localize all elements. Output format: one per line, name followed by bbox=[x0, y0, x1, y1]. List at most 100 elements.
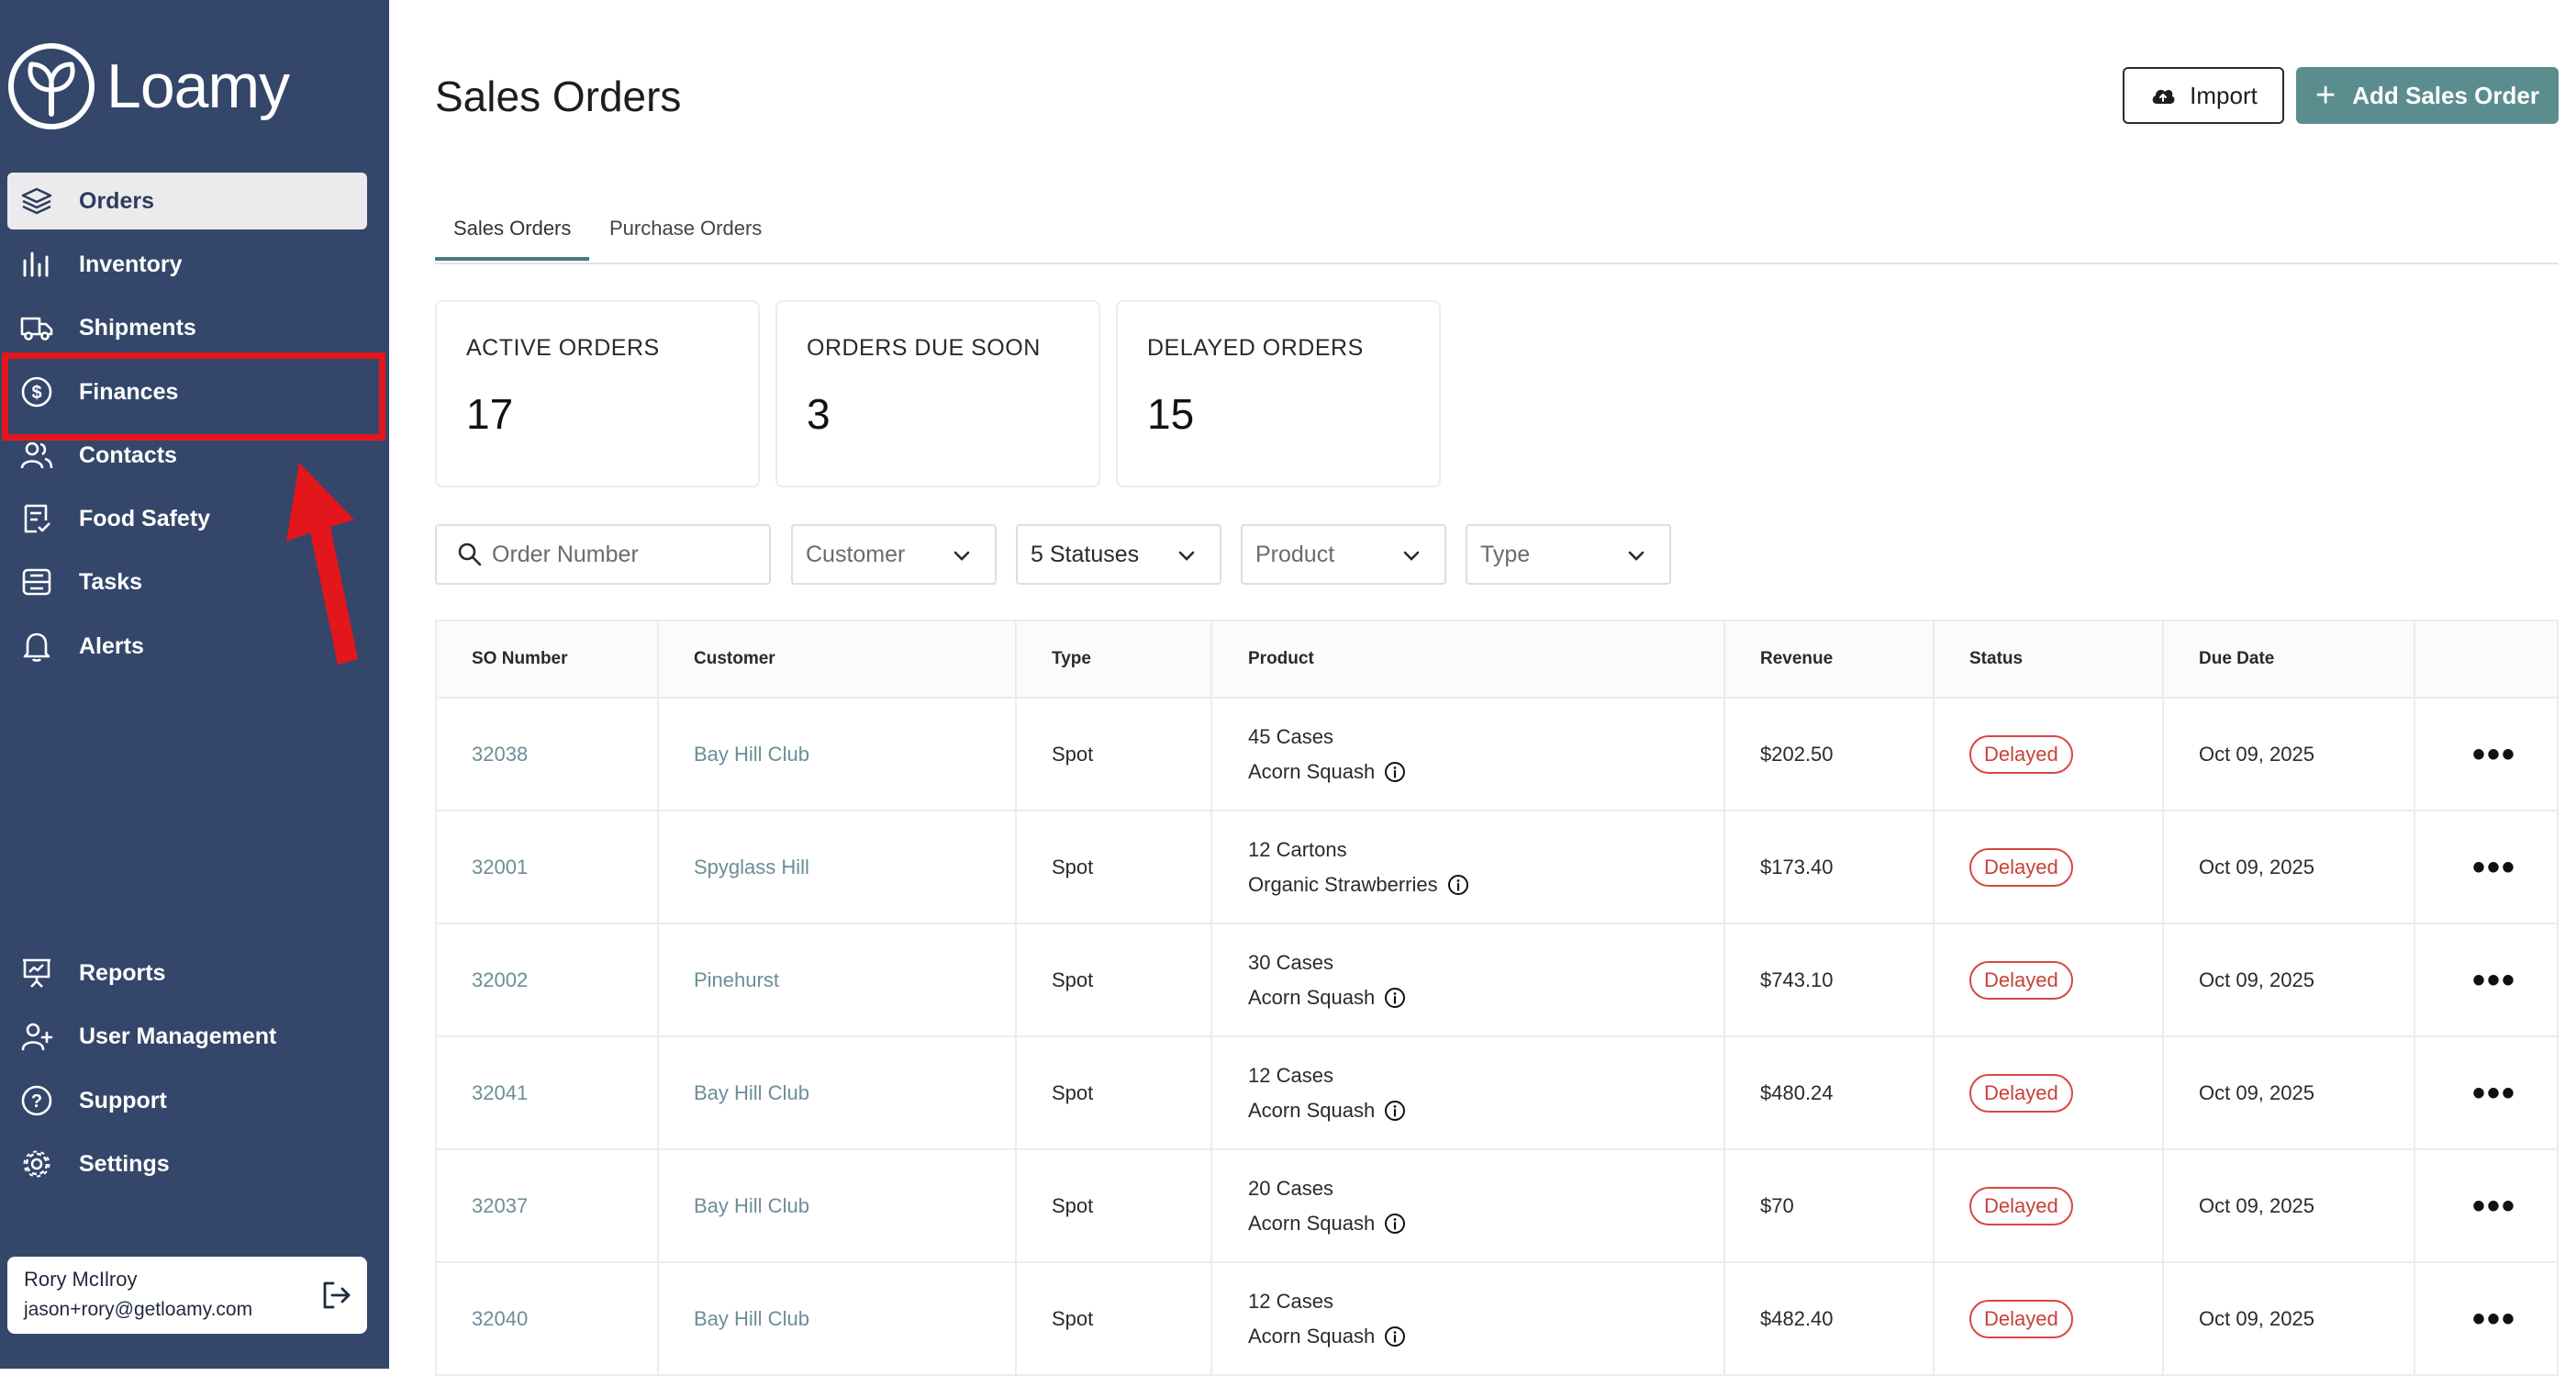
customer-link[interactable]: Bay Hill Club bbox=[694, 742, 809, 766]
more-actions-icon[interactable]: ••• bbox=[2472, 1298, 2517, 1339]
sidebar-item-user-management[interactable]: User Management bbox=[7, 1008, 367, 1065]
revenue-value: $202.50 bbox=[1760, 742, 1834, 766]
more-actions-icon[interactable]: ••• bbox=[2472, 1185, 2517, 1226]
sidebar-item-support[interactable]: ? Support bbox=[7, 1072, 367, 1129]
due-date: Oct 09, 2025 bbox=[2199, 1306, 2314, 1330]
so-number-link[interactable]: 32002 bbox=[472, 968, 529, 991]
column-header-due-date[interactable]: Due Date bbox=[2199, 649, 2275, 668]
table-row[interactable]: 32037 Bay Hill Club Spot 20 Cases Acorn Squa… bbox=[437, 1150, 2557, 1263]
product-quantity: 12 Cases bbox=[1248, 1063, 1333, 1087]
column-header-status[interactable]: Status bbox=[1969, 649, 2024, 668]
add-sales-order-button[interactable]: + Add Sales Order bbox=[2296, 67, 2559, 124]
sidebar-item-finances[interactable]: $ Finances bbox=[7, 364, 367, 420]
gear-icon bbox=[18, 1146, 55, 1182]
customer-link[interactable]: Pinehurst bbox=[694, 968, 779, 991]
sidebar-item-label: Orders bbox=[79, 187, 154, 214]
chevron-down-icon bbox=[1628, 551, 1645, 561]
sidebar-item-food-safety[interactable]: Food Safety bbox=[7, 490, 367, 547]
cloud-upload-icon bbox=[2152, 89, 2175, 104]
table-row[interactable]: 32040 Bay Hill Club Spot 12 Cases Acorn Squa… bbox=[437, 1263, 2557, 1376]
table-row[interactable]: 32038 Bay Hill Club Spot 45 Cases Acorn Squa… bbox=[437, 699, 2557, 811]
product-quantity: 12 Cases bbox=[1248, 1289, 1333, 1313]
revenue-value: $70 bbox=[1760, 1193, 1794, 1217]
info-icon[interactable] bbox=[1447, 874, 1469, 896]
status-badge: Delayed bbox=[1969, 1073, 2073, 1113]
column-header-product[interactable]: Product bbox=[1248, 649, 1314, 668]
column-header-customer[interactable]: Customer bbox=[694, 649, 775, 668]
customer-link[interactable]: Bay Hill Club bbox=[694, 1080, 809, 1104]
sidebar-item-label: Tasks bbox=[79, 568, 143, 595]
product-name: Organic Strawberries bbox=[1248, 872, 1438, 896]
customer-filter[interactable]: Customer bbox=[791, 524, 997, 585]
customer-link[interactable]: Bay Hill Club bbox=[694, 1193, 809, 1217]
type-filter-label: Type bbox=[1480, 541, 1531, 567]
sidebar-item-label: Reports bbox=[79, 959, 166, 986]
help-circle-icon: ? bbox=[18, 1082, 55, 1119]
user-email: jason+rory@getloamy.com bbox=[24, 1299, 253, 1320]
bell-icon bbox=[18, 628, 55, 665]
status-badge: Delayed bbox=[1969, 1186, 2073, 1225]
product-name: Acorn Squash bbox=[1248, 759, 1376, 783]
product-quantity: 45 Cases bbox=[1248, 724, 1333, 748]
more-actions-icon[interactable]: ••• bbox=[2472, 733, 2517, 775]
sidebar-item-inventory[interactable]: Inventory bbox=[7, 236, 367, 293]
logout-icon[interactable] bbox=[319, 1279, 352, 1312]
product-quantity: 30 Cases bbox=[1248, 950, 1333, 974]
so-number-link[interactable]: 32041 bbox=[472, 1080, 529, 1104]
import-label: Import bbox=[2190, 81, 2258, 109]
column-header-type[interactable]: Type bbox=[1052, 649, 1091, 668]
sidebar-item-tasks[interactable]: Tasks bbox=[7, 554, 367, 610]
table-body: 32038 Bay Hill Club Spot 45 Cases Acorn Squa… bbox=[437, 699, 2557, 1376]
stat-label: ACTIVE ORDERS bbox=[466, 335, 660, 361]
so-number-link[interactable]: 32038 bbox=[472, 742, 529, 766]
stat-card-delayed-orders: DELAYED ORDERS 15 bbox=[1116, 300, 1441, 487]
app-name: Loamy bbox=[106, 51, 290, 121]
sidebar-item-label: Food Safety bbox=[79, 505, 211, 531]
so-number-link[interactable]: 32040 bbox=[472, 1306, 529, 1330]
customer-link[interactable]: Spyglass Hill bbox=[694, 855, 809, 878]
more-actions-icon[interactable]: ••• bbox=[2472, 959, 2517, 1001]
truck-icon bbox=[18, 309, 55, 346]
order-type: Spot bbox=[1052, 1080, 1094, 1104]
more-actions-icon[interactable]: ••• bbox=[2472, 846, 2517, 888]
table-row[interactable]: 32041 Bay Hill Club Spot 12 Cases Acorn Squa… bbox=[437, 1037, 2557, 1150]
table-row[interactable]: 32001 Spyglass Hill Spot 12 Cartons Organic … bbox=[437, 811, 2557, 924]
sidebar-item-alerts[interactable]: Alerts bbox=[7, 618, 367, 675]
order-number-search[interactable]: Order Number bbox=[435, 524, 771, 585]
product-filter[interactable]: Product bbox=[1241, 524, 1446, 585]
sidebar-item-settings[interactable]: Settings bbox=[7, 1135, 367, 1192]
info-icon[interactable] bbox=[1384, 761, 1406, 783]
more-actions-icon[interactable]: ••• bbox=[2472, 1072, 2517, 1113]
tab-purchase-orders[interactable]: Purchase Orders bbox=[609, 217, 763, 240]
sidebar-item-shipments[interactable]: Shipments bbox=[7, 299, 367, 356]
import-button[interactable]: Import bbox=[2123, 67, 2284, 124]
info-icon[interactable] bbox=[1384, 987, 1406, 1009]
table-header: SO Number Customer Type Product Revenue … bbox=[437, 621, 2557, 699]
customer-filter-label: Customer bbox=[806, 541, 906, 567]
sidebar-item-reports[interactable]: Reports bbox=[7, 945, 367, 1001]
info-icon[interactable] bbox=[1384, 1100, 1406, 1122]
info-icon[interactable] bbox=[1384, 1213, 1406, 1235]
so-number-link[interactable]: 32037 bbox=[472, 1193, 529, 1217]
column-header-revenue[interactable]: Revenue bbox=[1760, 649, 1834, 668]
status-badge: Delayed bbox=[1969, 960, 2073, 1000]
order-type: Spot bbox=[1052, 855, 1094, 878]
order-type: Spot bbox=[1052, 1193, 1094, 1217]
sidebar-item-contacts[interactable]: Contacts bbox=[7, 427, 367, 484]
table-row[interactable]: 32002 Pinehurst Spot 30 Cases Acorn Squash $7… bbox=[437, 924, 2557, 1037]
status-filter-label: 5 Statuses bbox=[1031, 541, 1140, 567]
stat-card-orders-due-soon: ORDERS DUE SOON 3 bbox=[775, 300, 1100, 487]
order-type: Spot bbox=[1052, 742, 1094, 766]
so-number-link[interactable]: 32001 bbox=[472, 855, 529, 878]
sidebar-item-orders[interactable]: Orders bbox=[7, 173, 367, 229]
info-icon[interactable] bbox=[1384, 1326, 1406, 1348]
column-header-so-number[interactable]: SO Number bbox=[472, 649, 568, 668]
status-filter[interactable]: 5 Statuses bbox=[1016, 524, 1221, 585]
stat-value: 17 bbox=[466, 390, 514, 438]
clipboard-check-icon bbox=[18, 500, 55, 537]
tab-sales-orders[interactable]: Sales Orders bbox=[435, 217, 590, 261]
loamy-logo[interactable]: Loamy bbox=[7, 42, 290, 130]
type-filter[interactable]: Type bbox=[1466, 524, 1671, 585]
customer-link[interactable]: Bay Hill Club bbox=[694, 1306, 809, 1330]
chevron-down-icon bbox=[1403, 551, 1420, 561]
